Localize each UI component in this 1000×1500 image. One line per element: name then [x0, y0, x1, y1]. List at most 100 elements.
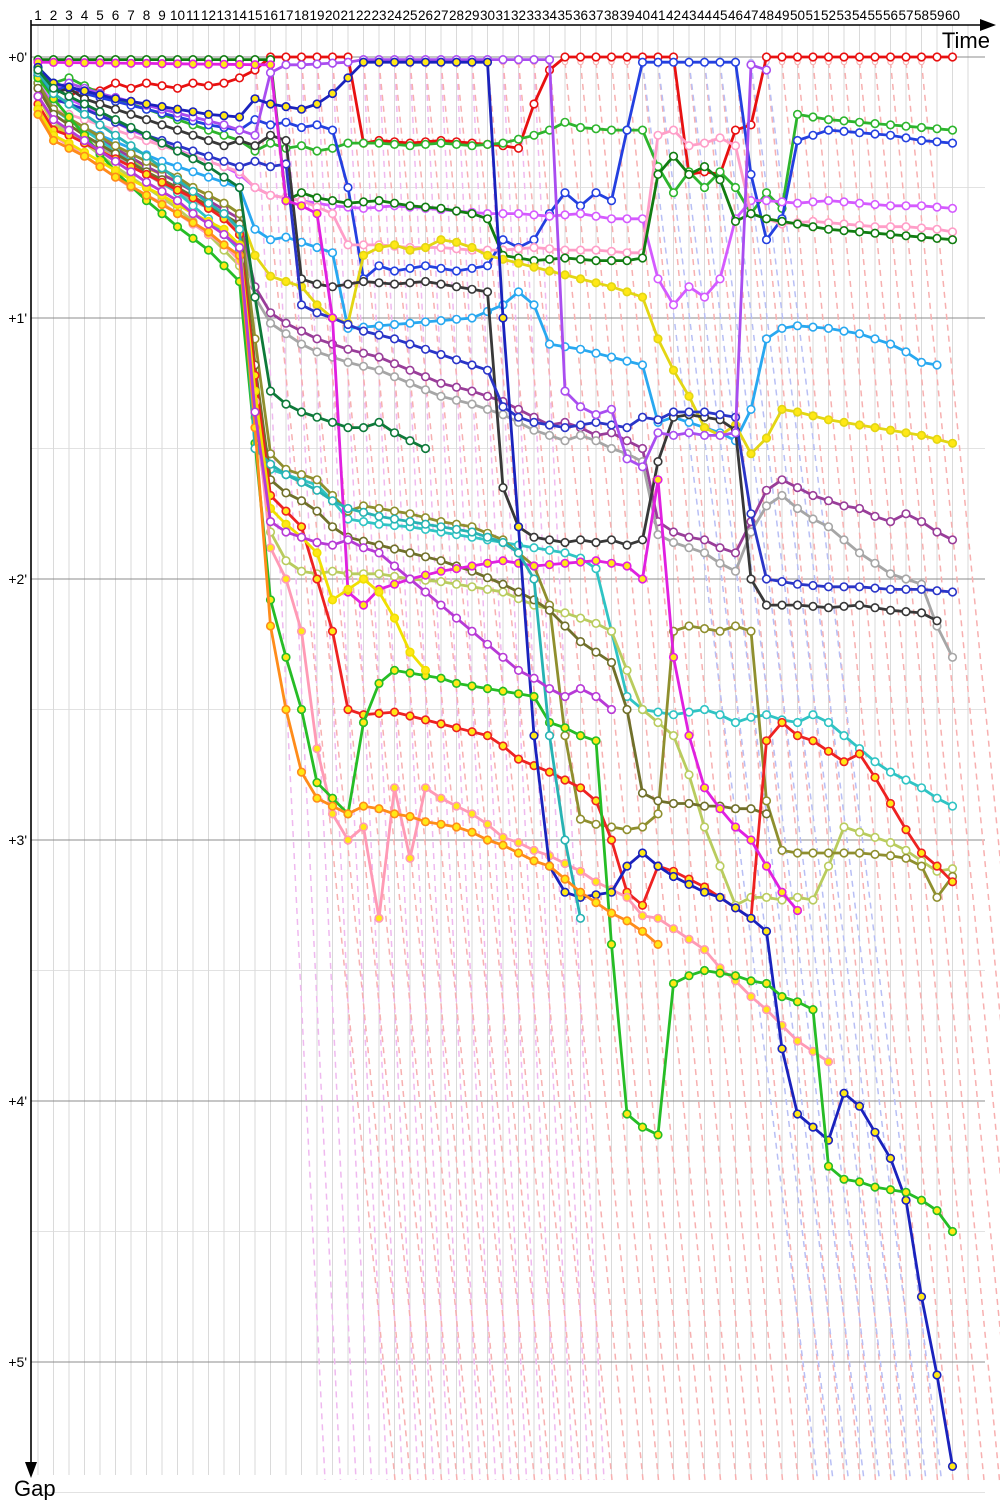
marker-red-leader: [203, 81, 214, 91]
marker-teal: [157, 163, 167, 173]
marker-green-2: [451, 139, 462, 149]
marker-olive: [95, 132, 105, 142]
marker-gray: [281, 329, 291, 339]
marker-medium-blue: [436, 349, 446, 360]
marker-green-2: [575, 122, 586, 133]
marker-purple: [916, 516, 927, 527]
marker-yellow-2: [420, 665, 431, 676]
marker-gray: [467, 399, 477, 409]
marker-light-pink: [343, 240, 353, 250]
ghost-violet: [409, 61, 481, 1481]
marker-cyan: [792, 717, 803, 728]
lap-tick-label: 55: [867, 8, 882, 23]
marker-orange: [389, 809, 400, 819]
marker-sky-blue: [265, 235, 276, 245]
marker-light-pink: [358, 240, 369, 250]
marker-dark-olive: [699, 801, 710, 811]
marker-medium-blue: [203, 151, 214, 161]
ghost-violet: [471, 61, 543, 1481]
marker-yellow: [529, 262, 539, 272]
marker-dark-olive: [684, 798, 694, 809]
marker-gray: [901, 574, 911, 584]
marker-teal: [560, 835, 570, 845]
marker-red-leader: [947, 52, 958, 62]
marker-gray: [839, 535, 849, 545]
marker-orchid-2: [48, 114, 59, 125]
ghost-pink: [688, 61, 830, 1481]
marker-teal: [234, 224, 245, 234]
marker-forest-green: [358, 423, 369, 433]
marker-red-leader: [296, 52, 307, 62]
marker-red-2: [870, 772, 880, 783]
marker-yellow-green: [591, 618, 601, 629]
marker-forest-green: [389, 428, 400, 438]
marker-green-2: [219, 130, 229, 140]
marker-magenta: [312, 209, 322, 219]
marker-gray: [544, 430, 555, 441]
marker-magenta: [699, 783, 710, 793]
marker-royal-blue: [699, 57, 710, 67]
marker-olive: [823, 848, 834, 858]
marker-yellow-green: [575, 613, 586, 623]
marker-salmon-pink: [343, 835, 353, 845]
marker-purple: [389, 359, 400, 369]
marker-orchid-2: [64, 125, 74, 135]
marker-red-leader: [513, 143, 524, 153]
marker-teal: [482, 532, 493, 542]
marker-orchid: [513, 209, 524, 219]
marker-yellow: [901, 428, 911, 438]
marker-dark-green: [823, 224, 834, 234]
marker-magenta: [296, 201, 307, 211]
lap-tick-label: 22: [356, 8, 371, 23]
marker-orange: [591, 897, 601, 908]
marker-yellow-2: [405, 647, 415, 657]
marker-violet: [281, 60, 291, 70]
marker-gray: [498, 410, 508, 420]
marker-royal-blue: [591, 188, 601, 198]
marker-black: [436, 279, 446, 289]
marker-orange: [126, 181, 136, 191]
marker-navy: [312, 99, 322, 109]
ghost-violet: [254, 61, 326, 1481]
marker-magenta: [436, 566, 446, 576]
marker-sky-blue: [591, 348, 601, 358]
marker-navy: [715, 892, 725, 903]
marker-red-2: [482, 730, 493, 741]
marker-red-2: [451, 723, 462, 733]
marker-bright-green: [622, 1109, 632, 1119]
ghost-pink: [703, 61, 846, 1481]
marker-bright-green: [901, 1187, 911, 1197]
marker-royal-blue: [467, 263, 477, 274]
marker-cyan: [746, 712, 756, 722]
marker-violet: [219, 120, 229, 130]
marker-navy: [389, 57, 400, 67]
marker-navy: [64, 82, 74, 92]
marker-green-2: [668, 188, 679, 198]
marker-magenta: [172, 59, 183, 69]
marker-yellow: [932, 434, 942, 445]
marker-red-2: [854, 749, 865, 759]
marker-navy: [296, 104, 307, 114]
marker-dark-olive: [296, 496, 307, 506]
marker-red-2: [591, 796, 601, 806]
marker-purple: [932, 527, 942, 537]
marker-bright-green: [513, 689, 524, 699]
marker-yellow: [668, 365, 679, 375]
marker-purple: [839, 501, 849, 511]
marker-orange: [622, 916, 632, 926]
marker-dark-green: [591, 256, 601, 266]
marker-olive: [730, 621, 741, 631]
marker-purple: [265, 308, 276, 318]
marker-green-2: [467, 141, 477, 151]
marker-black: [575, 535, 586, 545]
marker-royal-blue: [668, 57, 679, 67]
marker-navy: [498, 313, 508, 323]
marker-dark-green: [405, 201, 415, 211]
marker-medium-blue: [482, 365, 493, 375]
marker-black: [265, 130, 276, 140]
marker-navy: [854, 1101, 865, 1111]
marker-olive: [854, 848, 865, 858]
marker-magenta: [498, 556, 508, 566]
y-axis-title: Gap: [14, 1476, 56, 1500]
marker-red-leader: [870, 52, 880, 62]
